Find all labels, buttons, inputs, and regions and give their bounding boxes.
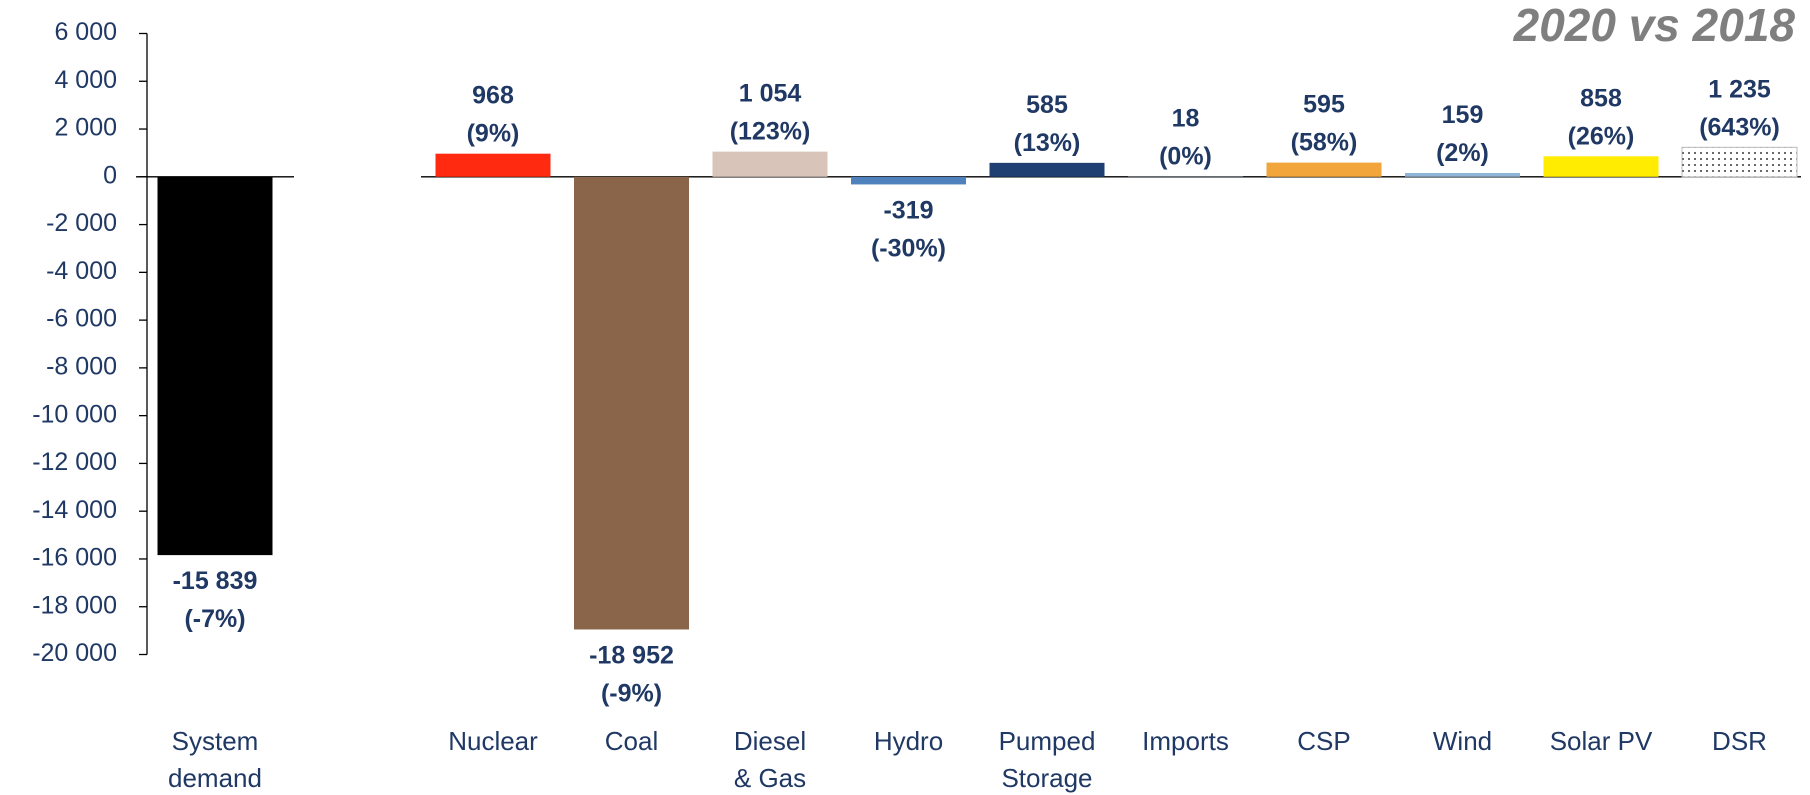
y-tick-label: 6 000 [54,18,117,46]
x-tick-label: Solar PV [1550,726,1653,756]
y-tick-label: -4 000 [46,257,117,285]
value-label: 585 (13%) [1014,90,1081,156]
bar [851,176,966,185]
value-label: 595 (58%) [1291,90,1358,156]
x-tick-label: Wind [1433,726,1492,756]
y-tick-label: -12 000 [32,448,117,476]
y-tick-label: 2 000 [54,114,117,142]
x-tick-label: Nuclear [448,726,538,756]
value-label: 18 (0%) [1159,104,1212,170]
value-label: 858 (26%) [1568,84,1635,150]
x-tick-label: Coal [605,726,658,756]
value-label: 968 (9%) [467,81,520,147]
bar [574,176,689,630]
bar [989,162,1105,177]
chart-title: 2020 vs 2018 [1513,0,1796,51]
bar [712,151,828,177]
y-tick-label: -8 000 [46,352,117,380]
value-label: -15 839 (-7%) [173,567,258,633]
value-label: 1 054 (123%) [730,79,811,145]
y-tick-label: -16 000 [32,544,117,572]
x-tick-label: DSR [1712,726,1767,756]
y-tick-label: -20 000 [32,639,117,667]
x-tick-label: CSP [1297,726,1350,756]
bar [435,153,551,177]
x-tick-label: Diesel & Gas [734,726,806,793]
y-tick-label: 4 000 [54,66,117,94]
value-label: 1 235 (643%) [1699,75,1780,141]
x-tick-label: Hydro [874,726,943,756]
value-label: -319 (-30%) [871,196,946,262]
y-tick-label: -18 000 [32,591,117,619]
bar [1405,173,1520,177]
y-tick-label: -10 000 [32,400,117,428]
y-tick-label: -6 000 [46,305,117,333]
bar [157,176,273,556]
bar [1681,146,1798,178]
bar [1128,176,1243,177]
y-tick-label: -14 000 [32,496,117,524]
value-label: 159 (2%) [1436,101,1489,167]
x-tick-label: Imports [1142,726,1229,756]
bar [1266,162,1382,177]
x-tick-label: System demand [168,726,262,793]
value-label: -18 952 (-9%) [589,641,674,707]
bar [1543,156,1659,177]
y-tick-label: -2 000 [46,209,117,237]
y-tick-label: 0 [103,161,117,189]
x-tick-label: Pumped Storage [999,726,1096,793]
